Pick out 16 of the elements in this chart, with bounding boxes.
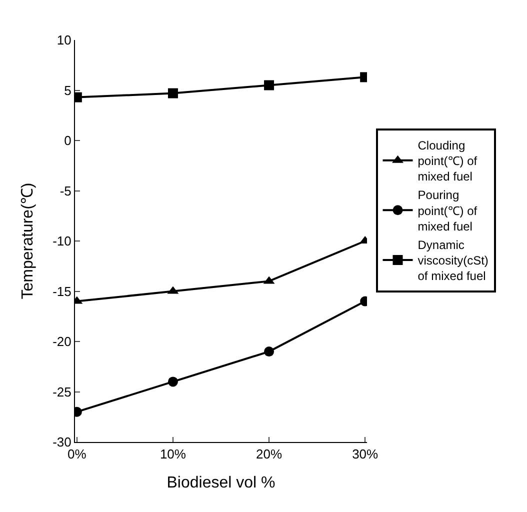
y-tick-label: -20 [52, 334, 72, 350]
y-tick-label: 5 [64, 82, 72, 98]
legend-label: Dynamic viscosity(cSt) of mixed fuel [418, 238, 488, 284]
y-tick-label: 0 [64, 133, 72, 148]
y-tick-label: -10 [52, 234, 72, 249]
x-axis-title: Biodiesel vol % [166, 474, 276, 492]
y-tick-label: -25 [52, 384, 72, 400]
legend-label: Pouring point(℃) of mixed fuel [418, 188, 478, 234]
legend-label: Clouding point(℃) of mixed fuel [418, 138, 478, 184]
y-axis-title: Temperature(℃) [20, 182, 37, 300]
y-tick-label: 10 [56, 32, 72, 48]
x-tick-label: 30% [352, 446, 379, 462]
x-tick-label: 10% [160, 446, 186, 462]
y-tick-label: -15 [52, 284, 72, 299]
y-tick-label: -5 [60, 183, 72, 198]
x-tick-label: 20% [256, 446, 282, 462]
